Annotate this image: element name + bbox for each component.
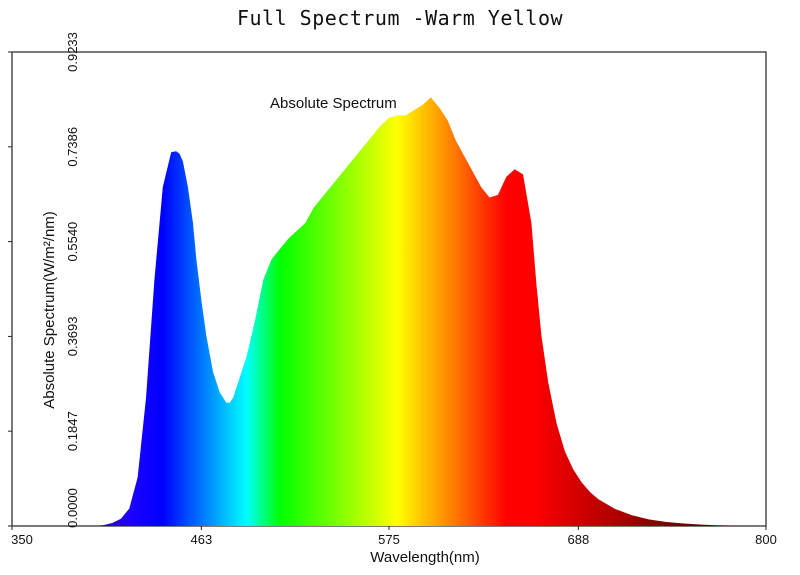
- x-tick-label: 350: [11, 532, 33, 547]
- y-axis-ticks: 0.0000 0.1847 0.3693 0.5540 0.7386 0.9233: [8, 32, 80, 528]
- y-tick-label: 0.3693: [65, 317, 80, 357]
- y-tick-label: 0.9233: [65, 32, 80, 72]
- y-tick-label: 0.1847: [65, 411, 80, 451]
- chart-title: Absolute Spectrum: [270, 95, 397, 112]
- y-tick-label: 0.5540: [65, 222, 80, 262]
- spectrum-area: [12, 97, 766, 526]
- x-axis-title: Wavelength(nm): [370, 549, 479, 566]
- y-tick-label: 0.7386: [65, 127, 80, 167]
- y-axis-title: Absolute Spectrum(W/m²/nm): [41, 211, 58, 409]
- page-title: Full Spectrum -Warm Yellow: [236, 6, 564, 30]
- x-tick-label: 575: [378, 532, 400, 547]
- x-axis-ticks: 350 463 575 688 800: [11, 526, 777, 547]
- y-tick-label: 0.0000: [65, 488, 80, 528]
- x-tick-label: 800: [755, 532, 777, 547]
- x-tick-label: 688: [567, 532, 589, 547]
- x-tick-label: 463: [190, 532, 212, 547]
